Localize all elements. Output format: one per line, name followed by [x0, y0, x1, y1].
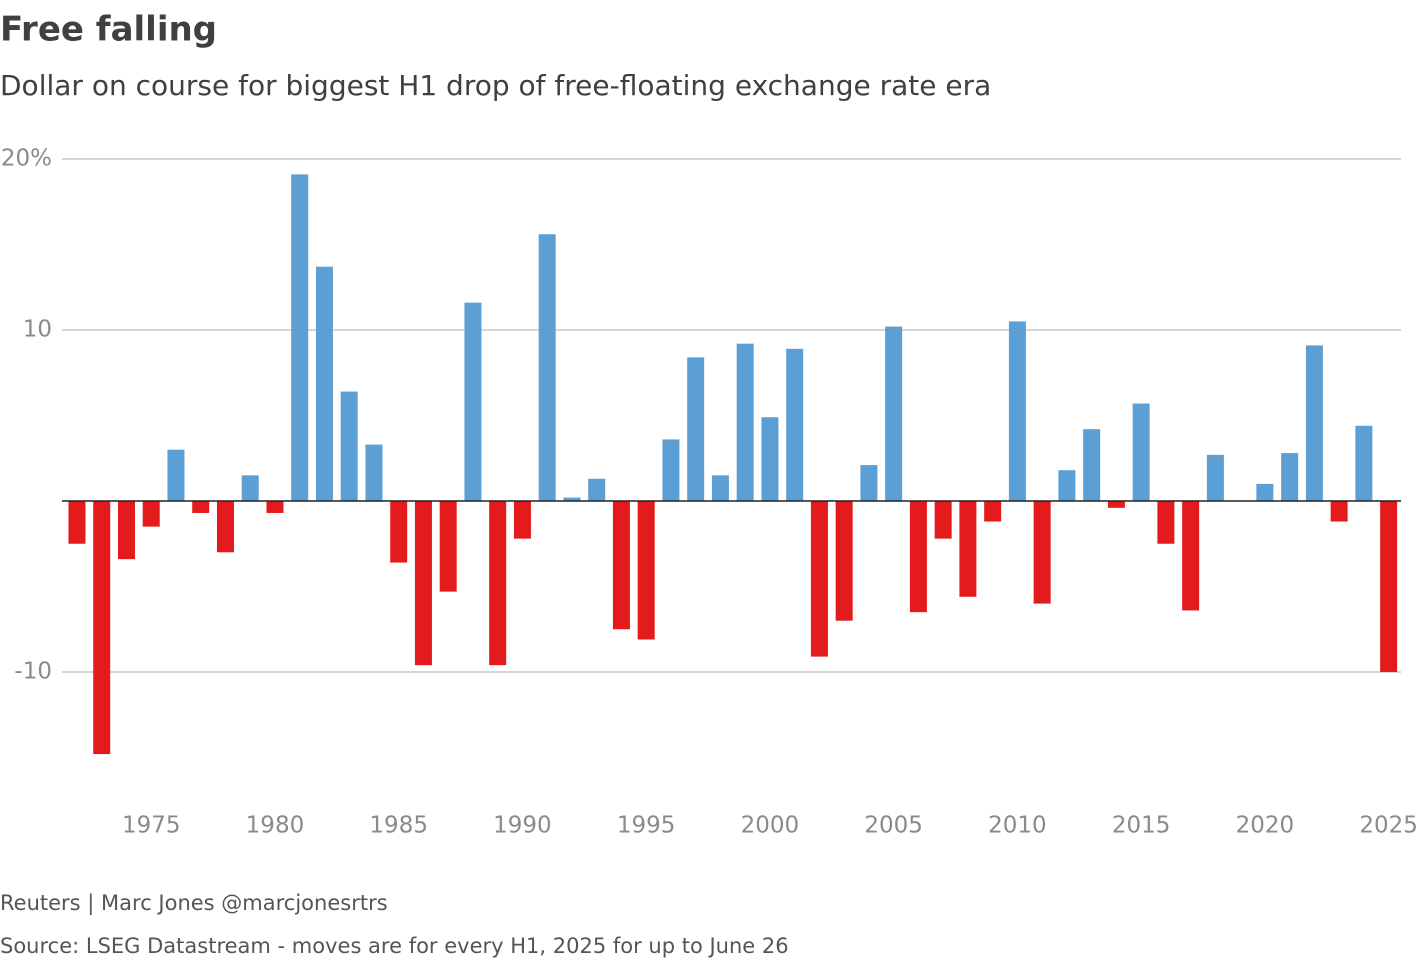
- y-tick-label: 10: [23, 317, 52, 343]
- bar: [835, 501, 853, 621]
- bar: [736, 343, 754, 501]
- bar: [984, 501, 1002, 522]
- bar: [291, 174, 309, 501]
- bar: [93, 501, 111, 755]
- bar: [1355, 425, 1373, 501]
- bar: [464, 302, 482, 501]
- bar: [588, 478, 606, 501]
- x-tick-label: 2010: [988, 813, 1047, 839]
- bar: [909, 501, 927, 613]
- bar: [1182, 501, 1200, 611]
- y-tick-label: 20%: [1, 146, 52, 172]
- bar: [489, 501, 507, 666]
- bar: [241, 475, 259, 501]
- bar: [390, 501, 408, 563]
- bar: [1132, 403, 1150, 501]
- bar: [1008, 321, 1026, 501]
- bar: [1058, 470, 1076, 501]
- bar: [315, 266, 333, 501]
- x-tick-label: 1985: [369, 813, 428, 839]
- bar: [662, 439, 680, 501]
- bar: [142, 501, 160, 527]
- bar: [68, 501, 86, 544]
- bar: [761, 417, 779, 501]
- bar: [192, 501, 210, 513]
- bar: [439, 501, 457, 592]
- bar: [513, 501, 531, 539]
- bar: [563, 497, 581, 501]
- bar: [637, 501, 655, 640]
- bar: [414, 501, 432, 666]
- bar: [687, 357, 705, 501]
- bar: [266, 501, 284, 513]
- x-tick-label: 2025: [1359, 813, 1418, 839]
- bar: [167, 449, 185, 501]
- bar: [1083, 429, 1101, 501]
- bar: [959, 501, 977, 597]
- bar: [934, 501, 952, 539]
- bar: [1380, 501, 1398, 672]
- x-tick-label: 1995: [617, 813, 676, 839]
- bar: [860, 465, 878, 501]
- bar: [1281, 453, 1299, 501]
- y-tick-label: -10: [14, 659, 52, 685]
- bar: [1107, 501, 1125, 508]
- bar: [117, 501, 135, 560]
- footer-credit: Reuters | Marc Jones @marcjonesrtrs: [0, 891, 388, 916]
- footer-source: Source: LSEG Datastream - moves are for …: [0, 934, 789, 958]
- bar: [1033, 501, 1051, 604]
- x-tick-label: 1975: [122, 813, 181, 839]
- bar: [365, 444, 383, 501]
- bar: [885, 326, 903, 501]
- bar: [786, 348, 804, 501]
- x-tick-label: 1980: [246, 813, 305, 839]
- bar: [810, 501, 828, 657]
- bar: [612, 501, 630, 630]
- bar: [340, 391, 358, 501]
- x-tick-label: 2020: [1236, 813, 1295, 839]
- bar: [538, 234, 556, 502]
- bar: [1305, 345, 1323, 501]
- x-tick-label: 2015: [1112, 813, 1171, 839]
- chart-subtitle: Dollar on course for biggest H1 drop of …: [0, 69, 991, 102]
- bar: [1206, 454, 1224, 501]
- bar: [711, 475, 729, 501]
- bar: [1157, 501, 1175, 544]
- bar: [216, 501, 234, 553]
- bar: [1330, 501, 1348, 522]
- x-tick-label: 2005: [864, 813, 923, 839]
- chart-title: Free falling: [0, 10, 217, 50]
- bar: [1256, 483, 1274, 501]
- x-tick-label: 1990: [493, 813, 552, 839]
- x-tick-label: 2000: [741, 813, 800, 839]
